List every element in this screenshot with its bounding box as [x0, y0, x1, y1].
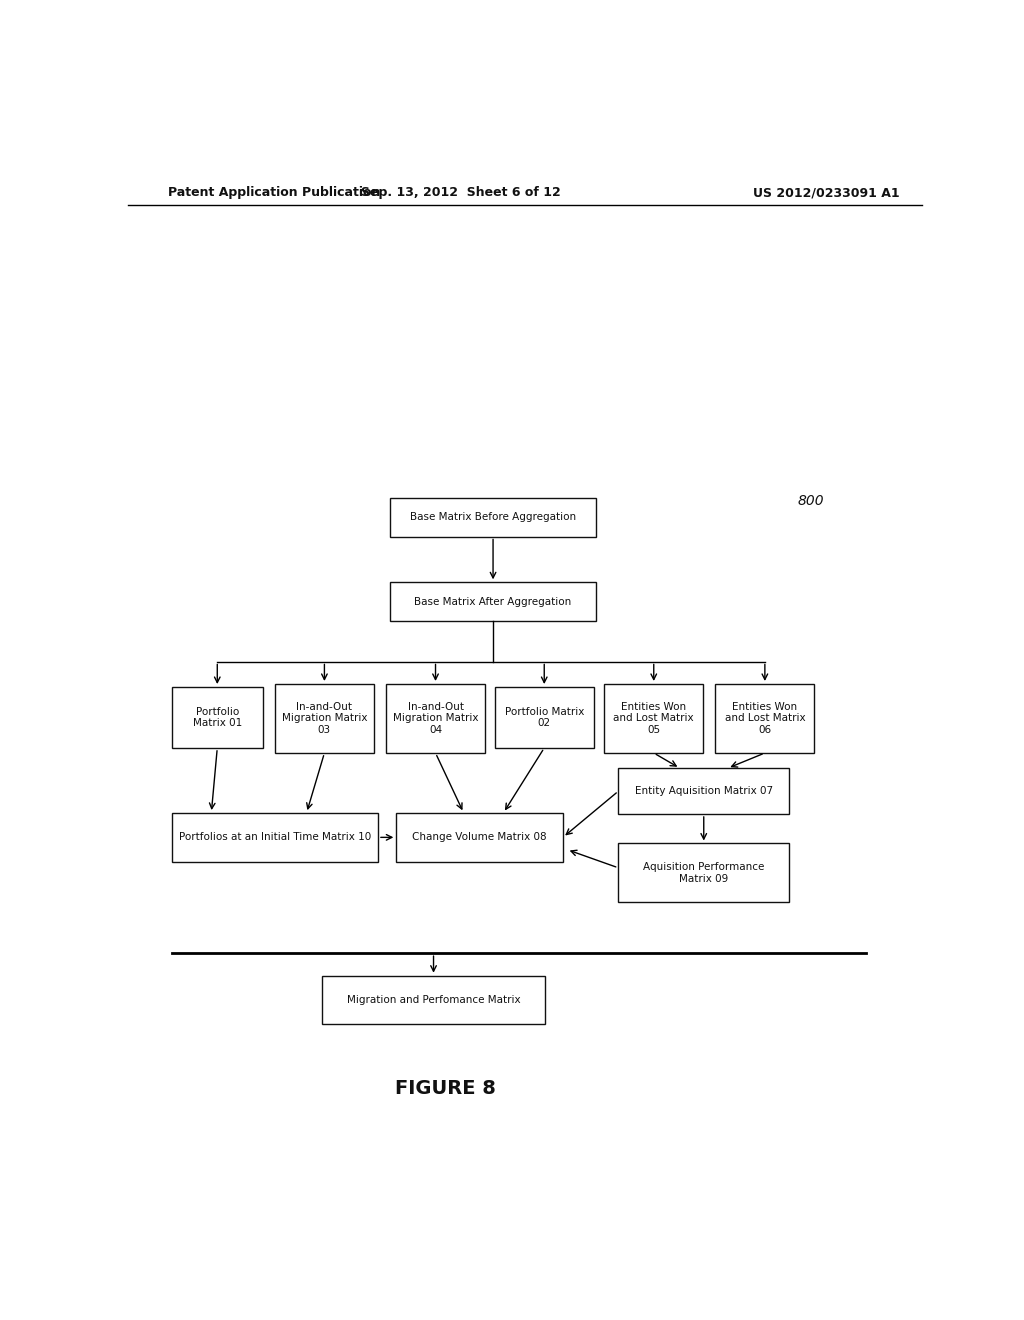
- FancyBboxPatch shape: [396, 813, 563, 862]
- FancyBboxPatch shape: [386, 684, 485, 752]
- FancyBboxPatch shape: [390, 498, 596, 536]
- Text: Entities Won
and Lost Matrix
05: Entities Won and Lost Matrix 05: [613, 702, 694, 735]
- Text: Portfolio
Matrix 01: Portfolio Matrix 01: [193, 706, 242, 729]
- Text: Entities Won
and Lost Matrix
06: Entities Won and Lost Matrix 06: [725, 702, 805, 735]
- Text: Portfolio Matrix
02: Portfolio Matrix 02: [505, 706, 584, 729]
- FancyBboxPatch shape: [715, 684, 814, 752]
- FancyBboxPatch shape: [604, 684, 703, 752]
- Text: In-and-Out
Migration Matrix
04: In-and-Out Migration Matrix 04: [393, 702, 478, 735]
- Text: Base Matrix After Aggregation: Base Matrix After Aggregation: [415, 597, 571, 607]
- Text: Aquisition Performance
Matrix 09: Aquisition Performance Matrix 09: [643, 862, 765, 883]
- Text: Patent Application Publication: Patent Application Publication: [168, 186, 380, 199]
- Text: FIGURE 8: FIGURE 8: [395, 1078, 496, 1098]
- FancyBboxPatch shape: [618, 768, 790, 814]
- Text: Entity Aquisition Matrix 07: Entity Aquisition Matrix 07: [635, 787, 773, 796]
- FancyBboxPatch shape: [323, 975, 545, 1024]
- FancyBboxPatch shape: [274, 684, 374, 752]
- FancyBboxPatch shape: [618, 843, 790, 903]
- Text: Portfolios at an Initial Time Matrix 10: Portfolios at an Initial Time Matrix 10: [179, 833, 371, 842]
- Text: Base Matrix Before Aggregation: Base Matrix Before Aggregation: [410, 512, 577, 523]
- Text: Migration and Perfomance Matrix: Migration and Perfomance Matrix: [347, 995, 520, 1005]
- FancyBboxPatch shape: [172, 813, 378, 862]
- Text: Change Volume Matrix 08: Change Volume Matrix 08: [413, 833, 547, 842]
- Text: Sep. 13, 2012  Sheet 6 of 12: Sep. 13, 2012 Sheet 6 of 12: [361, 186, 561, 199]
- FancyBboxPatch shape: [172, 686, 263, 748]
- Text: In-and-Out
Migration Matrix
03: In-and-Out Migration Matrix 03: [282, 702, 368, 735]
- FancyBboxPatch shape: [390, 582, 596, 620]
- Text: US 2012/0233091 A1: US 2012/0233091 A1: [753, 186, 900, 199]
- FancyBboxPatch shape: [495, 686, 594, 748]
- Text: 800: 800: [797, 494, 824, 508]
